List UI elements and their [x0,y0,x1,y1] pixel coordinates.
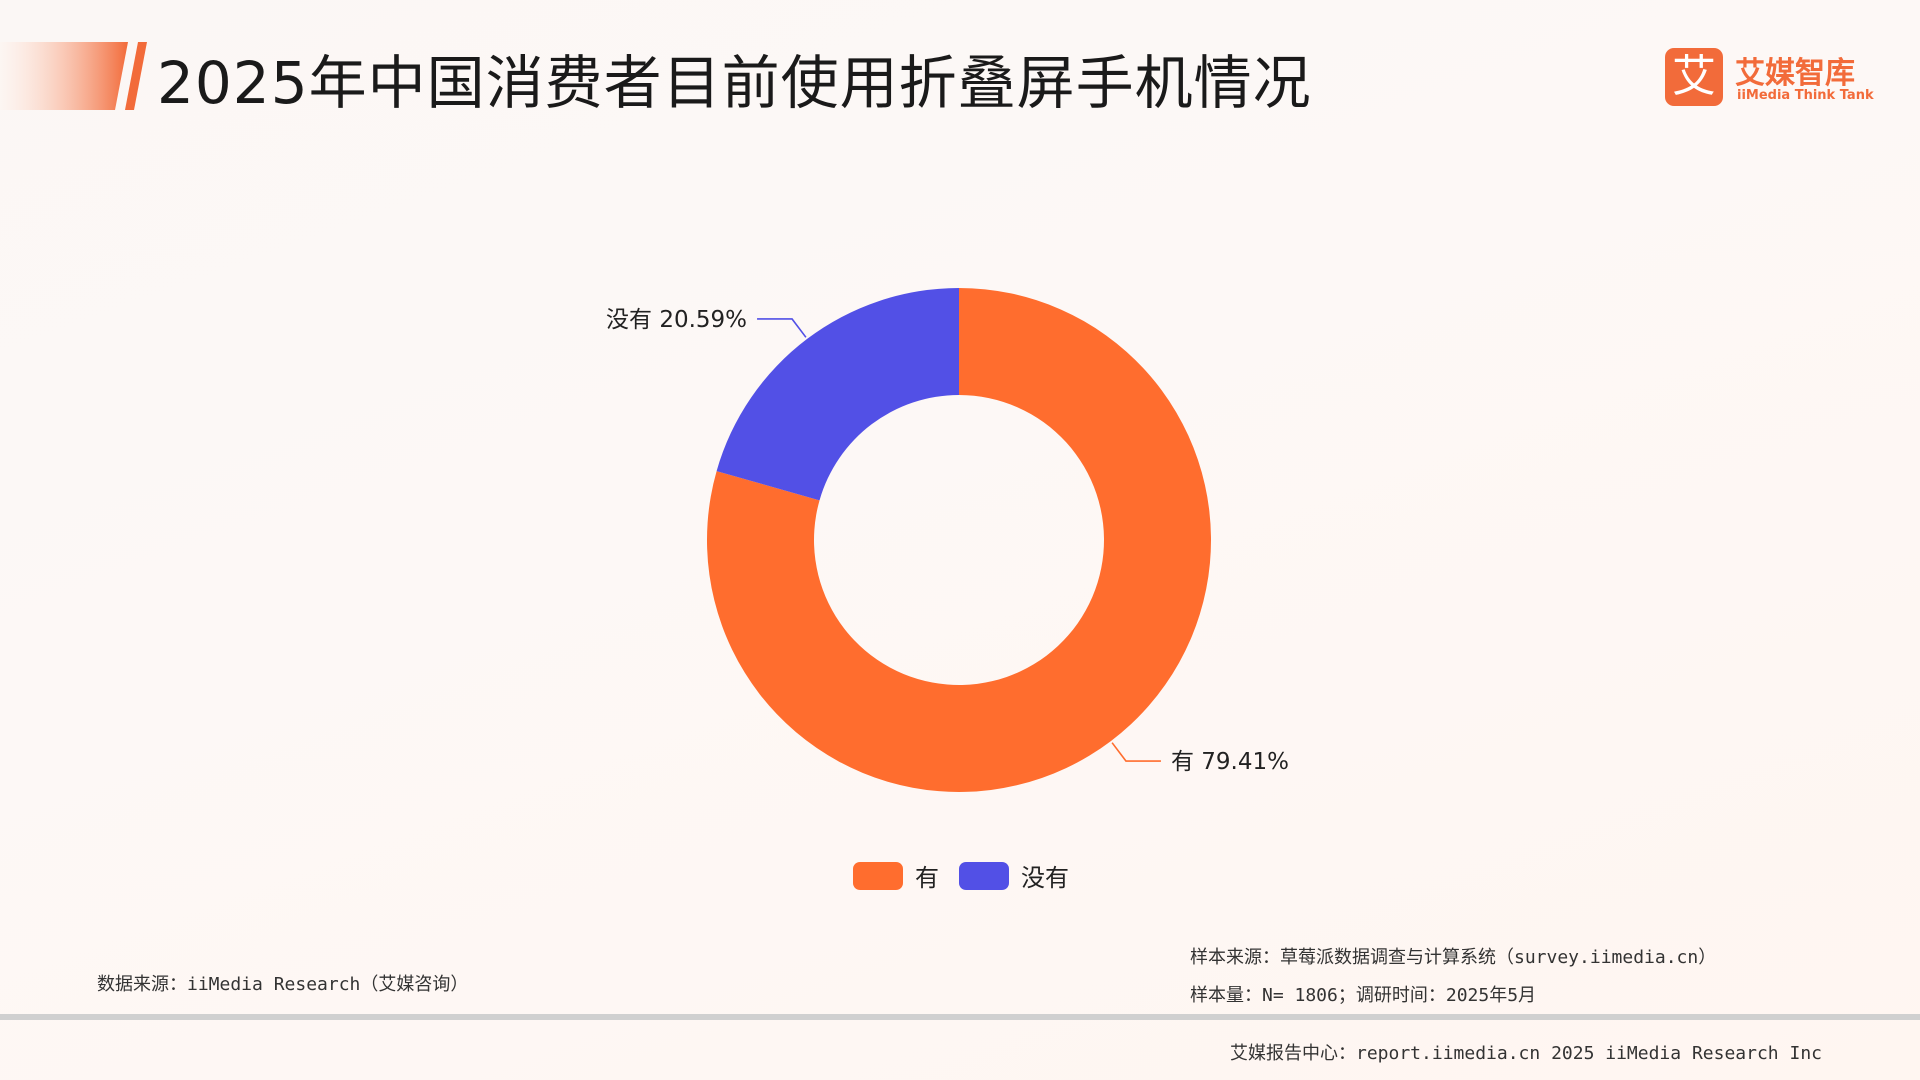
leader-line-1 [757,318,807,338]
legend-swatch-meiyou [959,861,1009,890]
footer-divider [0,1014,1920,1020]
data-source-note: 数据来源：iiMedia Research（艾媒咨询） [97,974,469,995]
logo-mark-icon: 艾 [1665,48,1723,106]
legend-item-meiyou[interactable]: 没有 [959,858,1069,893]
donut-slice-1[interactable] [716,288,959,501]
legend-item-you[interactable]: 有 [853,858,939,893]
page-title: 2025年中国消费者目前使用折叠屏手机情况 [157,49,1312,117]
legend-label-meiyou: 没有 [1021,864,1069,892]
logo-cn-name: 艾媒智库 [1735,56,1855,91]
header-accent-stripe [0,42,147,110]
donut-slice-0[interactable] [707,288,1212,792]
sample-source-note: 样本来源：草莓派数据调查与计算系统（survey.iimedia.cn） [1190,947,1717,968]
copyright-note: 艾媒报告中心：report.iimedia.cn 2025 iiMedia Re… [1230,1043,1822,1064]
logo-en-name: iiMedia Think Tank [1737,88,1874,103]
chart-legend: 有 没有 [853,858,1089,893]
donut-chart: 有 79.41% 没有 20.59% [606,288,1289,792]
legend-swatch-you [853,861,903,890]
slice-label-0: 有 79.41% [1171,749,1289,775]
leader-line-0 [1111,742,1161,762]
sample-size-note: 样本量：N= 1806；调研时间：2025年5月 [1190,985,1537,1006]
slice-label-1: 没有 20.59% [606,307,747,333]
iimedia-logo: 艾 艾媒智库 iiMedia Think Tank [1665,46,1874,108]
legend-label-you: 有 [915,864,939,892]
